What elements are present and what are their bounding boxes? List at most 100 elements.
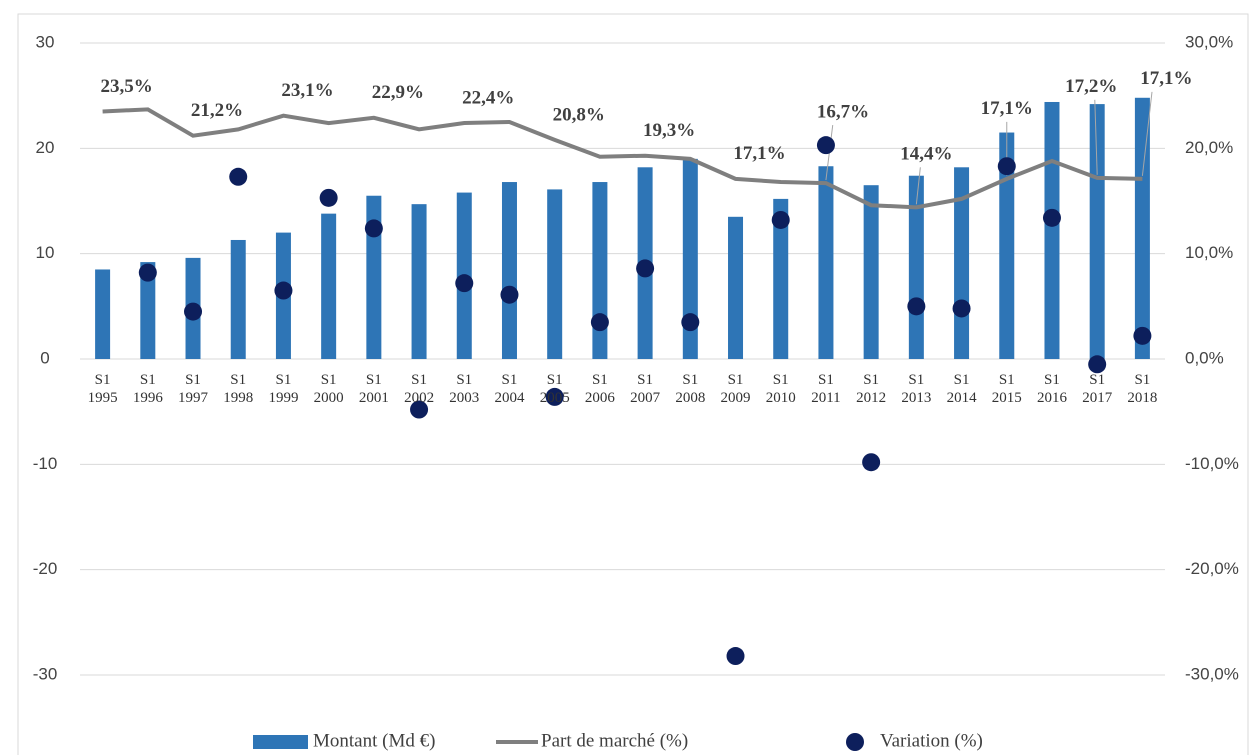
dot (184, 302, 203, 321)
line (102, 107, 1143, 210)
y-tick-label: 20 (36, 138, 55, 157)
data-label: 20,8% (553, 104, 605, 125)
y-tick-label: -30 (33, 664, 58, 683)
y2-tick-label: 10,0% (1185, 243, 1233, 262)
data-label: 17,2% (1065, 76, 1117, 97)
dot (274, 281, 293, 300)
y2-tick-label: -20,0% (1185, 559, 1239, 578)
dot (1042, 208, 1061, 227)
dot (138, 263, 157, 282)
y2-tick-label: -30,0% (1185, 664, 1239, 683)
dot (907, 297, 926, 316)
bar (682, 158, 698, 359)
legend-label: Montant (Md €) (313, 730, 435, 751)
x-tick-label: S1 2005 (539, 372, 570, 406)
bar (773, 198, 789, 359)
bar (321, 213, 337, 359)
data-label: 14,4% (900, 144, 952, 165)
bar (547, 189, 563, 359)
x-tick-label: S1 2008 (675, 372, 706, 406)
dot (455, 274, 474, 293)
bar (1044, 101, 1060, 359)
x-tick-label: S1 2016 (1036, 372, 1067, 406)
dot (726, 647, 745, 666)
dot (681, 313, 700, 332)
legend-swatch (253, 735, 308, 749)
dot (771, 210, 790, 229)
y2-tick-label: 30,0% (1185, 32, 1233, 51)
y2-tick-label: 0,0% (1185, 348, 1224, 367)
dot (590, 313, 609, 332)
leader-line (915, 167, 921, 205)
dot (952, 299, 971, 318)
leader-line (1094, 99, 1098, 175)
bar (863, 185, 879, 359)
y2-tick-label: 20,0% (1185, 138, 1233, 157)
x-tick-label: S1 2011 (811, 372, 841, 406)
bar (230, 239, 246, 359)
data-label: 23,1% (281, 80, 333, 101)
dot (500, 285, 519, 304)
dot (410, 400, 429, 419)
x-tick-label: S1 2006 (584, 372, 615, 406)
x-tick-label: S1 2003 (449, 372, 480, 406)
x-tick-label: S1 2017 (1082, 372, 1113, 406)
dot (636, 259, 655, 278)
dot (229, 167, 248, 186)
x-tick-label: S1 2004 (494, 372, 525, 406)
bar (95, 269, 111, 359)
x-tick-label: S1 2002 (404, 372, 435, 406)
x-tick-label: S1 1996 (132, 372, 163, 406)
data-label: 19,3% (643, 120, 695, 141)
y-tick-label: 30 (36, 32, 55, 51)
dot (545, 387, 564, 406)
chart-border (17, 13, 1249, 755)
x-tick-label: S1 2012 (856, 372, 887, 406)
bar (411, 204, 427, 359)
x-tick-label: S1 1999 (268, 372, 299, 406)
x-tick-label: S1 2000 (313, 372, 344, 406)
data-label: 16,7% (817, 101, 869, 122)
x-tick-label: S1 2001 (358, 372, 389, 406)
data-label: 22,9% (372, 82, 424, 103)
dot (862, 453, 881, 472)
legend-label: Part de marché (%) (541, 730, 688, 751)
bar (728, 216, 744, 359)
x-tick-label: S1 2018 (1127, 372, 1158, 406)
y2-tick-label: -10,0% (1185, 454, 1239, 473)
bar (818, 166, 834, 359)
y-tick-label: -20 (33, 559, 58, 578)
grid (80, 42, 1165, 676)
bar (1089, 104, 1105, 360)
dot (364, 219, 383, 238)
leader-line (1141, 91, 1153, 176)
data-label: 21,2% (191, 100, 243, 121)
bar (999, 132, 1015, 359)
x-tick-label: S1 2014 (946, 372, 977, 406)
bar (1134, 97, 1150, 360)
dot (997, 157, 1016, 176)
y-tick-label: 0 (40, 348, 49, 367)
bar (140, 262, 156, 359)
x-tick-label: S1 1998 (223, 372, 254, 406)
legend-swatch (846, 733, 864, 751)
bar (501, 182, 517, 359)
dot (1088, 355, 1107, 374)
x-tick-label: S1 2010 (765, 372, 796, 406)
y-tick-label: -10 (33, 454, 58, 473)
x-tick-label: S1 2009 (720, 372, 751, 406)
x-tick-label: S1 1997 (178, 372, 209, 406)
legend-label: Variation (%) (880, 730, 983, 751)
bar (592, 182, 608, 359)
data-label: 23,5% (100, 76, 152, 97)
data-label: 17,1% (1140, 68, 1192, 89)
x-tick-label: S1 1995 (87, 372, 118, 406)
x-tick-label: S1 2015 (991, 372, 1022, 406)
dot (319, 188, 338, 207)
data-label: 22,4% (462, 87, 514, 108)
x-tick-label: S1 2013 (901, 372, 932, 406)
x-tick-label: S1 2007 (630, 372, 661, 406)
data-label: 17,1% (733, 143, 785, 164)
